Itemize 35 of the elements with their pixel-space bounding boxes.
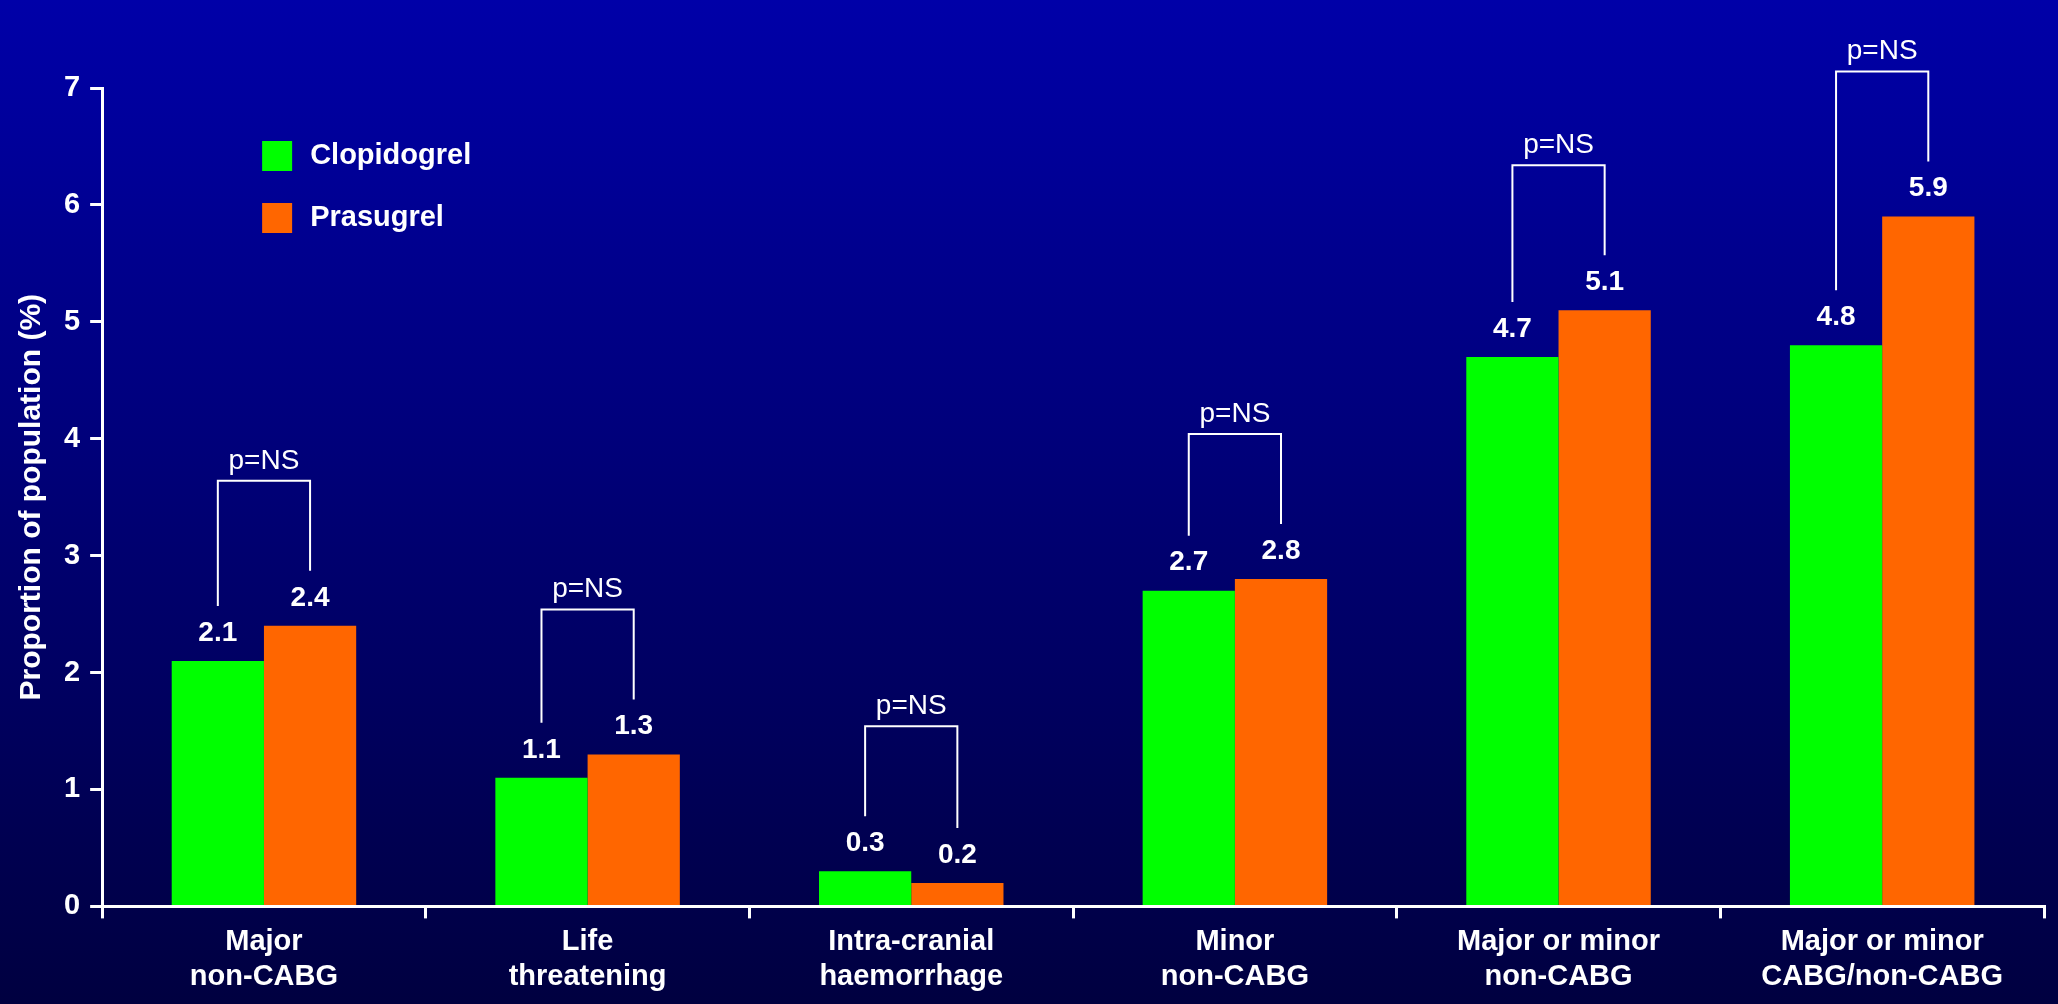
y-tick-label: 5 bbox=[63, 303, 81, 336]
data-label: 2.8 bbox=[1261, 533, 1301, 565]
annotation: p=NS bbox=[875, 689, 947, 721]
y-tick-label: 2 bbox=[63, 654, 81, 687]
data-label: 1.1 bbox=[522, 732, 561, 764]
x-tick-label: Intra-cranial haemorrhage bbox=[819, 923, 1004, 991]
annotation: p=NS bbox=[1199, 396, 1271, 428]
data-label: 5.1 bbox=[1585, 264, 1625, 296]
y-tick-label: 7 bbox=[63, 70, 81, 102]
y-tick-label: 3 bbox=[63, 537, 81, 570]
y-axis-title: Proportion of population (%) bbox=[13, 293, 47, 701]
x-tick-label: Minor non-CABG bbox=[1160, 923, 1309, 991]
text: p=NS bbox=[1846, 34, 1918, 66]
data-label: 1.3 bbox=[614, 709, 654, 741]
data-label: 4.8 bbox=[1816, 299, 1856, 331]
data-label: 2.4 bbox=[290, 580, 330, 612]
annotation: p=NS bbox=[1523, 127, 1594, 159]
y-tick-label: 1 bbox=[63, 771, 81, 804]
legend-label: Prasugrel bbox=[310, 200, 444, 232]
annotation: p=NS bbox=[228, 443, 300, 475]
y-tick-label: 4 bbox=[63, 420, 81, 453]
y-tick-label: 0 bbox=[63, 888, 81, 921]
data-label: 0.2 bbox=[937, 837, 977, 869]
y-tick-label: 6 bbox=[63, 186, 81, 219]
data-label: 4.7 bbox=[1492, 311, 1532, 343]
data-label: 5.9 bbox=[1908, 171, 1948, 203]
data-label: 0.3 bbox=[845, 826, 885, 858]
legend-label: Clopidogrel bbox=[310, 138, 472, 170]
x-tick-label: Major non-CABG bbox=[189, 923, 339, 991]
annotation: p=NS bbox=[552, 572, 624, 604]
x-tick-label: Major or minor non-CABG bbox=[1457, 923, 1661, 991]
data-label: 2.7 bbox=[1169, 545, 1209, 577]
x-tick-label: Life threatening bbox=[508, 923, 667, 991]
x-tick-label: Major or minor CABG/non-CABG bbox=[1761, 923, 2003, 991]
data-label: 2.1 bbox=[198, 615, 238, 647]
